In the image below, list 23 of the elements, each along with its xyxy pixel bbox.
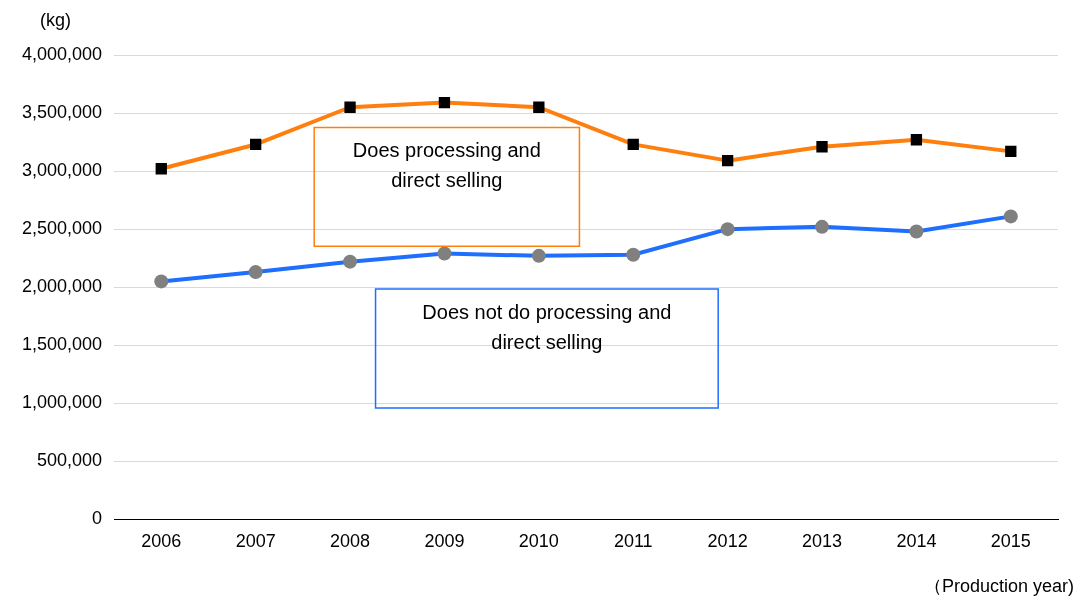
y-tick-label: 0 <box>92 508 103 529</box>
series-label: Does processing and direct selling <box>352 138 541 191</box>
x-tick-label: 2014 <box>896 531 937 552</box>
y-axis-title: (kg) <box>40 9 71 30</box>
y-tick-label: 500,000 <box>37 450 103 471</box>
x-tick-label: 2015 <box>990 531 1031 552</box>
text: Does not do processing and direct selling <box>422 300 672 353</box>
y-tick-label: 1,500,000 <box>22 334 103 355</box>
x-tick-label: 2008 <box>330 531 371 552</box>
x-axis-title: （Production year) <box>923 575 1074 596</box>
y-tick-label: 3,000,000 <box>22 160 103 181</box>
y-tick-label: 2,500,000 <box>22 218 103 239</box>
x-tick-label: 2013 <box>802 531 843 552</box>
y-tick-label: 2,000,000 <box>22 276 103 297</box>
x-tick-label: 2010 <box>518 531 559 552</box>
x-tick-label: 2012 <box>707 531 748 552</box>
x-tick-label: 2006 <box>141 531 182 552</box>
x-tick-label: 2009 <box>424 531 465 552</box>
x-tick-label: 2011 <box>613 531 653 552</box>
x-tick-label: 2007 <box>235 531 276 552</box>
y-tick-label: 3,500,000 <box>22 102 103 123</box>
y-tick-label: 1,000,000 <box>22 392 103 413</box>
y-tick-label: 4,000,000 <box>22 43 103 64</box>
